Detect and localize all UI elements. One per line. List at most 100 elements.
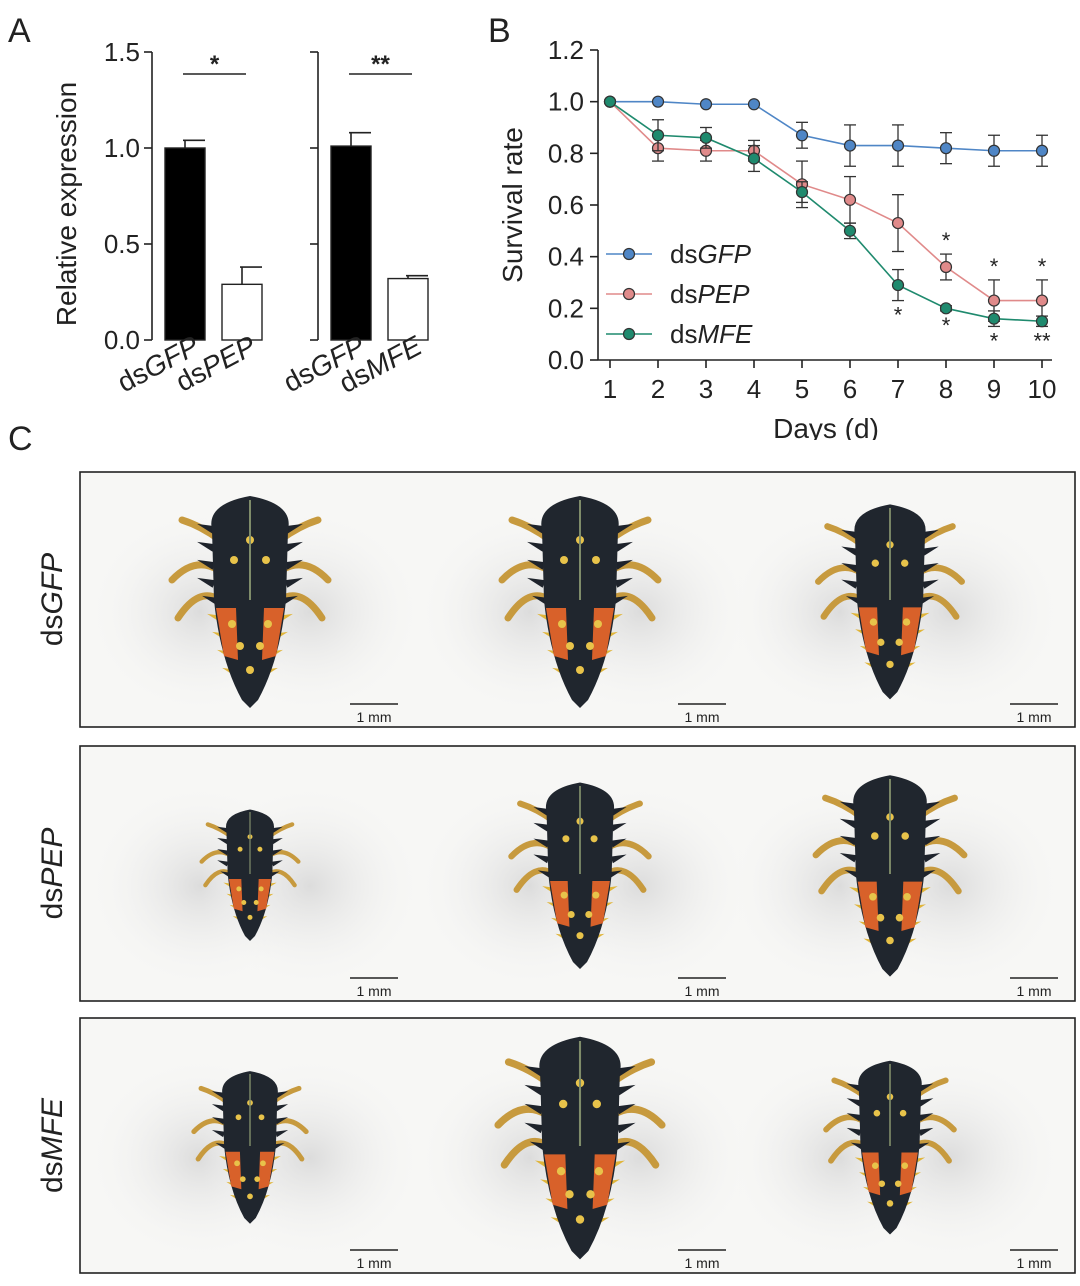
- legend-entry: dsPEP: [670, 279, 750, 309]
- larva-spine: [197, 523, 216, 534]
- larva-spot: [886, 1200, 894, 1207]
- larva-spot: [556, 1167, 566, 1176]
- y-tick-label: 0.2: [548, 293, 584, 323]
- larva-spine: [918, 1113, 934, 1122]
- y-tick-label: 0.6: [548, 190, 584, 220]
- larva-spine: [614, 577, 633, 588]
- larva-spine: [197, 559, 216, 570]
- y-tick-label: 0.0: [104, 325, 140, 355]
- larva-spot: [586, 642, 594, 650]
- larva-spot: [594, 620, 602, 628]
- larva-spine: [918, 1083, 934, 1092]
- x-tick-label: 2: [651, 374, 665, 404]
- legend-marker: [622, 287, 636, 301]
- larva-spot: [901, 1162, 909, 1169]
- data-point: [1035, 144, 1049, 157]
- larva-spot: [899, 1109, 907, 1117]
- larva-spine: [271, 837, 283, 845]
- data-point: [651, 129, 665, 142]
- larva-spine: [524, 1084, 544, 1096]
- bar-chart-relative-expression: Relative expression0.00.51.01.5dsGFPdsPE…: [51, 37, 429, 399]
- larva-spot: [878, 1180, 886, 1187]
- y-tick-label: 0.5: [104, 229, 140, 259]
- larva-spot: [901, 559, 909, 567]
- larva-spine: [846, 1098, 862, 1107]
- larva-spine: [921, 529, 939, 540]
- y-tick-label: 0.8: [548, 138, 584, 168]
- larva-spot: [247, 1193, 253, 1200]
- larva-spine: [846, 1113, 862, 1122]
- larva-spine: [610, 854, 627, 864]
- larva-spine: [533, 806, 550, 816]
- data-point: [891, 278, 905, 292]
- larva-spine: [610, 822, 627, 832]
- data-point: [747, 152, 761, 165]
- larva-spine: [841, 563, 859, 573]
- larva: [199, 809, 301, 941]
- larva-spot: [592, 556, 600, 564]
- larva-spine: [616, 1084, 636, 1096]
- larva-spine: [614, 559, 633, 570]
- larva-spine: [217, 826, 229, 833]
- scale-bar-label: 1 mm: [357, 1255, 392, 1271]
- significance-label: **: [1033, 328, 1051, 353]
- larva-spot: [558, 620, 566, 628]
- larva-spine: [271, 860, 283, 867]
- larva-spot: [254, 1176, 261, 1182]
- row-label: dsPEP: [36, 828, 69, 920]
- larva-spot: [902, 618, 911, 626]
- x-tick-label: 5: [795, 374, 809, 404]
- larva-spot: [594, 1167, 604, 1176]
- x-tick-label: 1: [603, 374, 617, 404]
- larva-spot: [590, 835, 598, 843]
- x-tick-label: 10: [1028, 374, 1057, 404]
- significance-label: *: [942, 228, 951, 253]
- larva-spot: [566, 642, 574, 650]
- larva-spot: [895, 638, 903, 646]
- larva-spine: [614, 523, 633, 534]
- line-chart-survival-rate: 0.0 0.2 0.4 0.6 0.8 1.0 1.2 1 2 3 4 5 6 7 8 9 10 Days (d)…: [497, 35, 1057, 440]
- larva-spine: [922, 801, 941, 812]
- larva-spot: [877, 638, 885, 646]
- larva-spine: [211, 1104, 226, 1112]
- larva-spine: [524, 1103, 544, 1115]
- panel-label-c: C: [8, 420, 33, 458]
- larva-spine: [922, 852, 941, 863]
- larva-spine: [533, 854, 550, 864]
- larva-spine: [274, 1091, 289, 1099]
- y-tick-label: 1.0: [548, 87, 584, 117]
- larva-spine: [921, 563, 939, 573]
- larva-spine: [274, 1117, 289, 1125]
- data-point: [987, 312, 1001, 325]
- larva-spine: [217, 860, 229, 867]
- x-tick-label: 9: [987, 374, 1001, 404]
- larva-spot: [871, 832, 879, 840]
- data-point: [891, 139, 905, 152]
- larva-spot: [562, 835, 570, 843]
- larva-spot: [253, 900, 259, 905]
- larva-spot: [256, 642, 264, 650]
- larva-spine: [839, 852, 858, 863]
- data-point: [747, 98, 761, 111]
- larva-spot: [903, 893, 911, 901]
- data-point: [699, 131, 713, 144]
- larva-spine: [533, 822, 550, 832]
- larva-spine: [610, 838, 627, 848]
- larva-spot: [241, 900, 247, 905]
- larva-spot: [585, 910, 593, 918]
- y-tick-label: 1.5: [104, 37, 140, 67]
- data-point: [987, 294, 1001, 307]
- larva-spine: [921, 579, 939, 589]
- larva-spine: [922, 835, 941, 846]
- larva-spot: [869, 618, 878, 626]
- data-point: [1035, 315, 1049, 328]
- significance-label: *: [1038, 254, 1047, 279]
- larva-spot: [871, 559, 879, 567]
- larva-spot: [871, 1162, 879, 1169]
- larva-spine: [197, 541, 216, 552]
- larva-spine: [533, 838, 550, 848]
- scale-bar-label: 1 mm: [685, 709, 720, 725]
- series-line: [610, 100, 1042, 152]
- larva-spot: [592, 1099, 601, 1109]
- larva-spine: [524, 1066, 544, 1077]
